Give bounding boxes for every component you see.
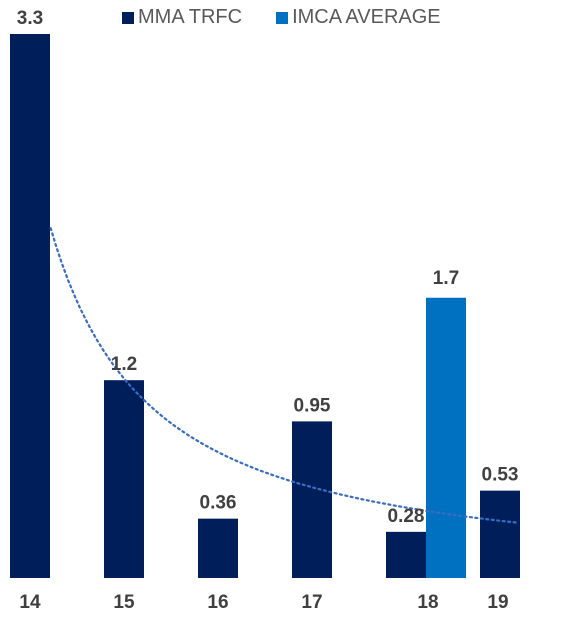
data-label-mma-trfc-16: 0.36 <box>200 493 237 514</box>
x-tick-label-15: 15 <box>113 592 135 613</box>
x-tick-label-17: 17 <box>301 592 322 613</box>
bar-mma-trfc-19 <box>480 490 520 578</box>
bar-mma-trfc-17 <box>292 421 332 578</box>
legend-label-mma-trfc: MMA TRFC <box>138 6 243 28</box>
legend-item-mma-trfc: MMA TRFC <box>122 6 242 29</box>
bar-mma-trfc-18 <box>386 531 426 578</box>
data-label-mma-trfc-15: 1.2 <box>111 354 137 375</box>
x-tick-label-18: 18 <box>417 592 438 613</box>
trendline <box>49 227 520 524</box>
legend: MMA TRFC IMCA AVERAGE <box>122 6 475 29</box>
data-label-mma-trfc-17: 0.95 <box>294 395 331 416</box>
data-label-mma-trfc-14: 3.3 <box>17 8 43 29</box>
legend-swatch-mma-trfc <box>122 11 134 24</box>
legend-label-imca-average: IMCA AVERAGE <box>292 6 441 28</box>
data-label-mma-trfc-19: 0.53 <box>482 465 519 486</box>
legend-item-imca-average: IMCA AVERAGE <box>276 6 441 29</box>
x-tick-label-19: 19 <box>487 592 508 613</box>
data-label-mma-trfc-18: 0.28 <box>388 506 425 527</box>
x-tick-label-14: 14 <box>19 592 41 613</box>
bar-mma-trfc-15 <box>104 380 144 578</box>
bar-mma-trfc-16 <box>198 518 238 578</box>
bar-imca-average-18 <box>426 297 466 578</box>
data-label-imca-average-18: 1.7 <box>433 268 459 289</box>
bar-mma-trfc-14 <box>10 34 50 578</box>
x-tick-label-16: 16 <box>207 592 228 613</box>
legend-swatch-imca-average <box>276 11 289 24</box>
